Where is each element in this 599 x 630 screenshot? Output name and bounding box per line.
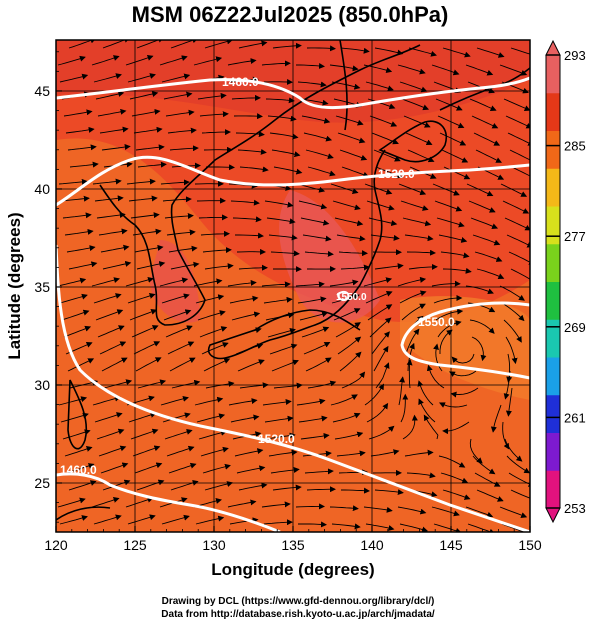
colorbar-bottom-arrow <box>546 508 560 522</box>
y-tick-label: 40 <box>34 181 50 197</box>
colorbar-tick-label: 293 <box>564 48 586 63</box>
colorbar-segment <box>546 433 560 471</box>
colorbar-segment <box>546 470 560 508</box>
y-axis-label: Latitude (degrees) <box>5 212 24 359</box>
colorbar-tick-label: 261 <box>564 410 586 425</box>
map-title: MSM 06Z22Jul2025 (850.0hPa) <box>132 2 449 27</box>
colorbar-segment <box>546 319 560 357</box>
colorbar-segment <box>546 244 560 282</box>
credit-data: Data from http://database.rish.kyoto-u.a… <box>161 609 435 620</box>
x-tick-label: 125 <box>123 537 147 553</box>
colorbar: 293 285 277 269 261 253 <box>546 41 586 522</box>
colorbar-segment <box>546 55 560 93</box>
plot-area: 1460.0 1520.0 1550.0 1520.0 1460.0 1550.… <box>56 38 538 534</box>
colorbar-tick-label: 285 <box>564 139 586 154</box>
y-tick-label: 25 <box>34 475 50 491</box>
contour-label: 1460.0 <box>60 463 97 477</box>
x-tick-label: 150 <box>518 537 542 553</box>
x-tick-label: 135 <box>281 537 305 553</box>
colorbar-segment <box>546 206 560 244</box>
contour-label: 1550.0 <box>418 315 455 329</box>
x-tick-label: 145 <box>439 537 463 553</box>
contour-label: 1460.0 <box>222 75 259 89</box>
colorbar-top-arrow <box>546 41 560 55</box>
colorbar-tick-label: 253 <box>564 501 586 516</box>
streamline <box>206 167 234 168</box>
x-tick-label: 140 <box>360 537 384 553</box>
y-tick-label: 35 <box>34 279 50 295</box>
contour-label: 1550.0 <box>336 292 367 303</box>
contour-label: 1520.0 <box>258 432 295 446</box>
colorbar-tick-label: 269 <box>564 320 586 335</box>
x-tick-label: 130 <box>202 537 226 553</box>
contour-label: 1520.0 <box>378 167 415 181</box>
streamline <box>234 116 262 117</box>
colorbar-segment <box>546 168 560 206</box>
colorbar-tick-label: 277 <box>564 229 586 244</box>
colorbar-segment <box>546 282 560 320</box>
x-tick-label: 120 <box>44 537 68 553</box>
x-axis-label: Longitude (degrees) <box>211 560 374 579</box>
y-tick-label: 30 <box>34 377 50 393</box>
credit-drawing: Drawing by DCL (https://www.gfd-dennou.o… <box>162 596 435 607</box>
colorbar-segment <box>546 131 560 169</box>
colorbar-segment <box>546 357 560 395</box>
y-tick-label: 45 <box>34 83 50 99</box>
colorbar-segment <box>546 395 560 433</box>
colorbar-segment <box>546 93 560 131</box>
